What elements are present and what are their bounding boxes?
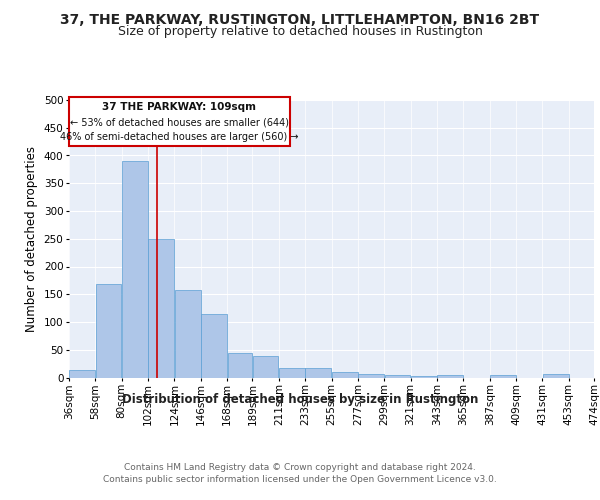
Bar	[122, 161, 148, 378]
Bar	[411, 376, 437, 378]
Bar	[279, 368, 305, 378]
Bar	[227, 352, 252, 378]
Bar	[148, 240, 174, 378]
Bar	[358, 374, 384, 378]
Bar	[201, 314, 227, 378]
Text: Contains public sector information licensed under the Open Government Licence v3: Contains public sector information licen…	[103, 475, 497, 484]
Bar	[253, 356, 278, 378]
Text: Contains HM Land Registry data © Crown copyright and database right 2024.: Contains HM Land Registry data © Crown c…	[124, 462, 476, 471]
Text: 37 THE PARKWAY: 109sqm: 37 THE PARKWAY: 109sqm	[102, 102, 256, 113]
Text: 37, THE PARKWAY, RUSTINGTON, LITTLEHAMPTON, BN16 2BT: 37, THE PARKWAY, RUSTINGTON, LITTLEHAMPT…	[61, 12, 539, 26]
Bar	[332, 372, 358, 378]
Bar	[175, 290, 200, 378]
Y-axis label: Number of detached properties: Number of detached properties	[25, 146, 38, 332]
FancyBboxPatch shape	[69, 96, 290, 146]
Text: 46% of semi-detached houses are larger (560) →: 46% of semi-detached houses are larger (…	[60, 132, 299, 141]
Text: ← 53% of detached houses are smaller (644): ← 53% of detached houses are smaller (64…	[70, 117, 289, 127]
Text: Distribution of detached houses by size in Rustington: Distribution of detached houses by size …	[122, 392, 478, 406]
Bar	[69, 370, 95, 378]
Bar	[305, 368, 331, 378]
Bar	[437, 374, 463, 378]
Bar	[490, 374, 516, 378]
Bar	[385, 374, 410, 378]
Bar	[543, 374, 569, 378]
Text: Size of property relative to detached houses in Rustington: Size of property relative to detached ho…	[118, 25, 482, 38]
Bar	[95, 284, 121, 378]
